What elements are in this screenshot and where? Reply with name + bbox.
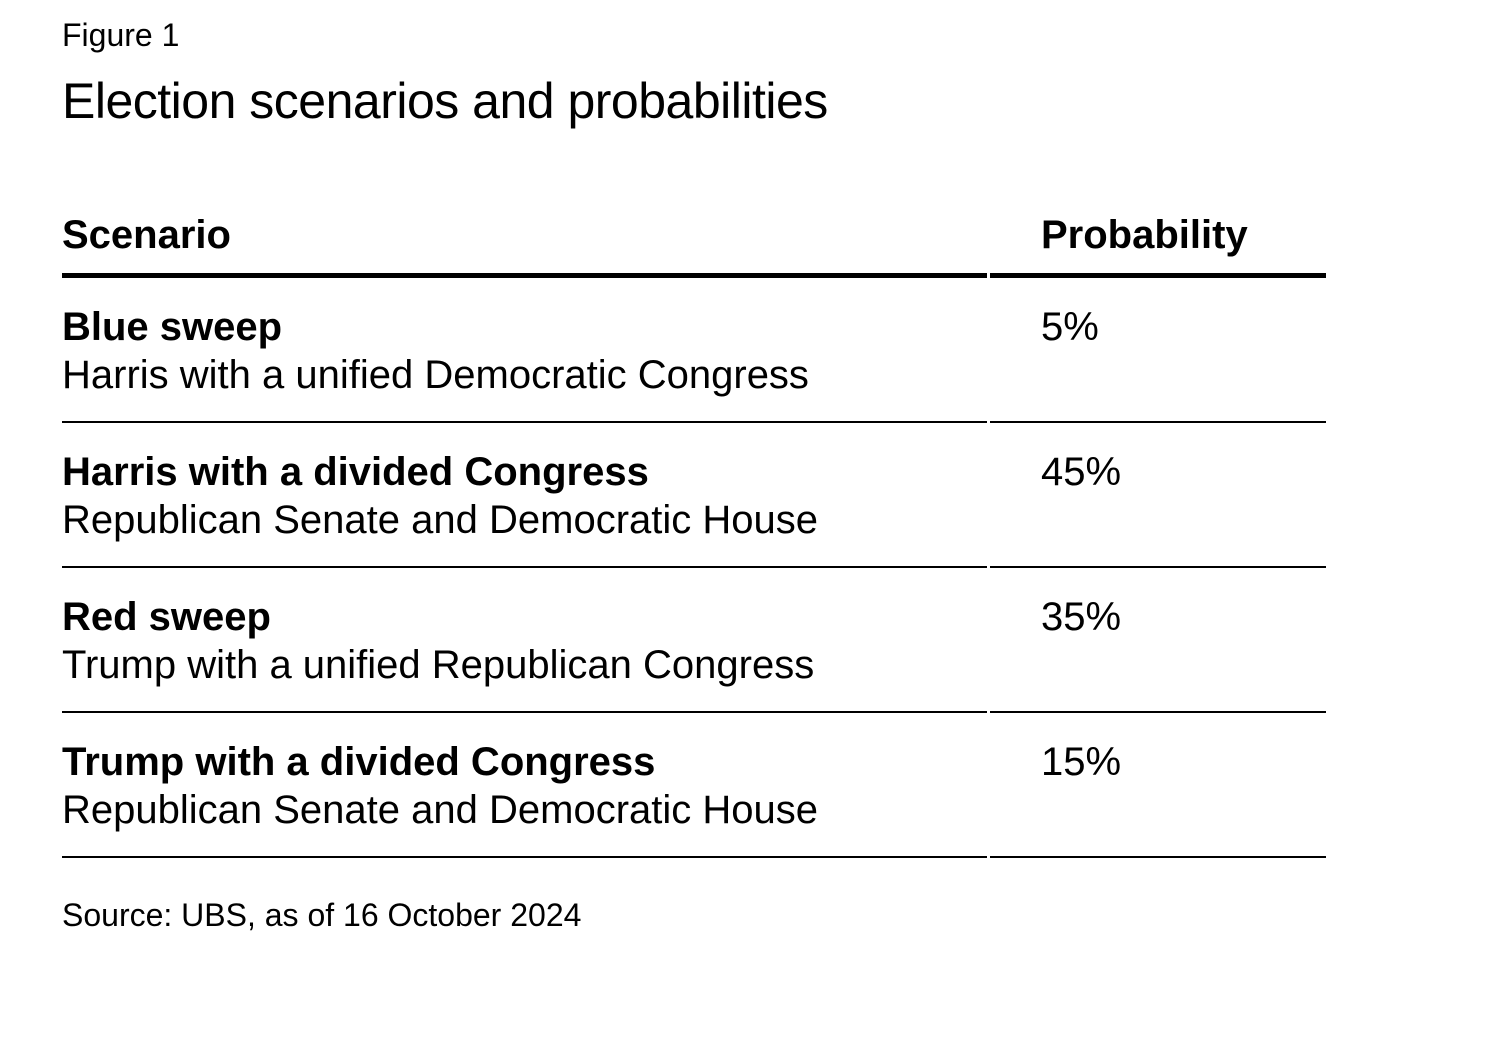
column-header-scenario: Scenario [62,211,987,279]
scenario-cell: Trump with a divided Congress Republican… [62,713,987,859]
scenario-cell: Blue sweep Harris with a unified Democra… [62,278,987,424]
scenario-description: Republican Senate and Democratic House [62,788,818,833]
probability-value: 35% [990,568,1326,714]
scenarios-table: Scenario Probability Blue sweep Harris w… [62,211,1326,859]
figure-title: Election scenarios and probabilities [62,73,828,130]
probability-value: 5% [990,278,1326,424]
source-note: Source: UBS, as of 16 October 2024 [62,897,582,934]
scenario-name: Red sweep [62,595,271,640]
scenario-name: Trump with a divided Congress [62,740,656,785]
table-row: Harris with a divided Congress Republica… [62,423,1326,569]
scenario-cell: Harris with a divided Congress Republica… [62,423,987,569]
table-row: Trump with a divided Congress Republican… [62,713,1326,859]
scenario-description: Republican Senate and Democratic House [62,498,818,543]
probability-value: 15% [990,713,1326,859]
scenario-description: Trump with a unified Republican Congress [62,643,815,688]
column-header-probability: Probability [990,211,1326,279]
table-row: Blue sweep Harris with a unified Democra… [62,278,1326,424]
scenario-name: Harris with a divided Congress [62,450,649,495]
scenario-description: Harris with a unified Democratic Congres… [62,353,809,398]
probability-value: 45% [990,423,1326,569]
table-header-row: Scenario Probability [62,211,1326,279]
figure-label: Figure 1 [62,17,180,53]
scenario-name: Blue sweep [62,305,283,350]
table-row: Red sweep Trump with a unified Republica… [62,568,1326,714]
scenario-cell: Red sweep Trump with a unified Republica… [62,568,987,714]
